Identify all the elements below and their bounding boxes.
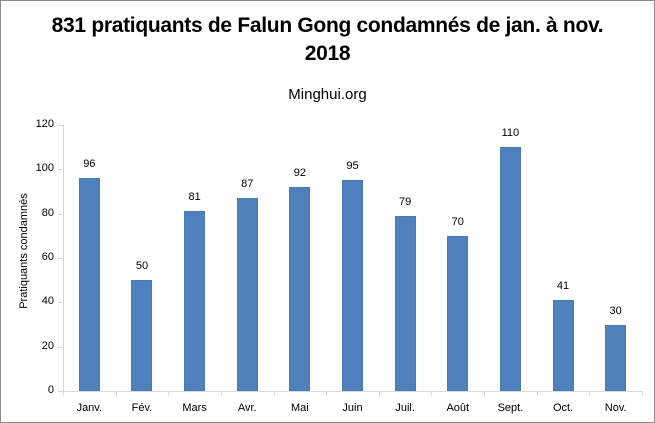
data-label: 96 — [83, 158, 96, 171]
y-tick-label: 120 — [35, 118, 54, 130]
x-tick — [484, 391, 486, 396]
y-tick — [58, 125, 63, 126]
y-tick-label: 100 — [35, 162, 54, 175]
x-axis-line — [63, 391, 642, 392]
data-label: 79 — [399, 195, 412, 208]
y-tick — [58, 391, 63, 392]
x-tick-label: Sept. — [497, 402, 524, 414]
data-label: 30 — [609, 304, 622, 317]
bar-mars — [184, 211, 206, 391]
x-tick — [431, 391, 433, 396]
x-tick — [326, 391, 328, 396]
bar-mai — [289, 187, 311, 391]
x-tick-label: Nov. — [604, 402, 627, 414]
x-tick — [642, 391, 643, 396]
y-axis-line — [63, 125, 64, 391]
x-tick-label: Janv. — [76, 402, 103, 414]
x-tick — [273, 391, 275, 396]
y-tick-label: 20 — [41, 339, 54, 352]
x-tick-label: Juil. — [395, 402, 415, 414]
bar-nov — [605, 324, 627, 391]
bar-fv — [131, 280, 153, 391]
x-tick-label: Août — [446, 402, 470, 414]
x-tick — [220, 391, 222, 396]
x-tick — [589, 391, 591, 396]
y-tick — [58, 346, 63, 348]
bar-juin — [342, 180, 363, 391]
chart-subtitle: Minghui.org — [288, 86, 367, 103]
bar-avr — [236, 198, 258, 391]
y-tick — [58, 169, 63, 171]
x-tick — [168, 391, 170, 396]
x-tick — [63, 391, 64, 396]
data-label: 41 — [556, 280, 570, 293]
y-tick — [58, 302, 63, 304]
bar-sept — [499, 147, 521, 391]
data-label: 95 — [346, 160, 359, 173]
chart-title-line-1: 831 pratiquants de Falun Gong condamnés … — [51, 14, 604, 37]
bar-janv — [78, 178, 100, 391]
data-label: 81 — [188, 191, 201, 204]
data-label: 110 — [501, 127, 520, 140]
x-tick-label: Avr. — [237, 402, 257, 414]
x-tick-label: Fév. — [131, 402, 153, 414]
x-tick — [536, 391, 538, 396]
y-tick-label: 40 — [41, 295, 54, 308]
x-tick — [378, 391, 380, 396]
bar-juil — [394, 215, 416, 391]
data-label: 70 — [451, 215, 464, 228]
data-label: 87 — [241, 178, 254, 191]
x-tick-label: Mars — [182, 402, 207, 414]
data-label: 50 — [135, 260, 149, 273]
y-tick-label: 0 — [47, 384, 54, 396]
x-tick-label: Juin — [342, 402, 363, 414]
y-tick-label: 60 — [41, 251, 54, 263]
y-tick — [58, 258, 63, 259]
bar-oct — [552, 300, 574, 391]
data-label: 92 — [293, 167, 306, 180]
x-tick-label: Oct. — [552, 402, 574, 414]
y-tick-label: 80 — [41, 206, 54, 219]
bar-août — [447, 235, 469, 391]
x-tick-label: Mai — [290, 402, 309, 414]
y-tick — [58, 213, 63, 215]
x-tick — [115, 391, 117, 396]
chart-title-line-2: 2018 — [304, 42, 351, 65]
